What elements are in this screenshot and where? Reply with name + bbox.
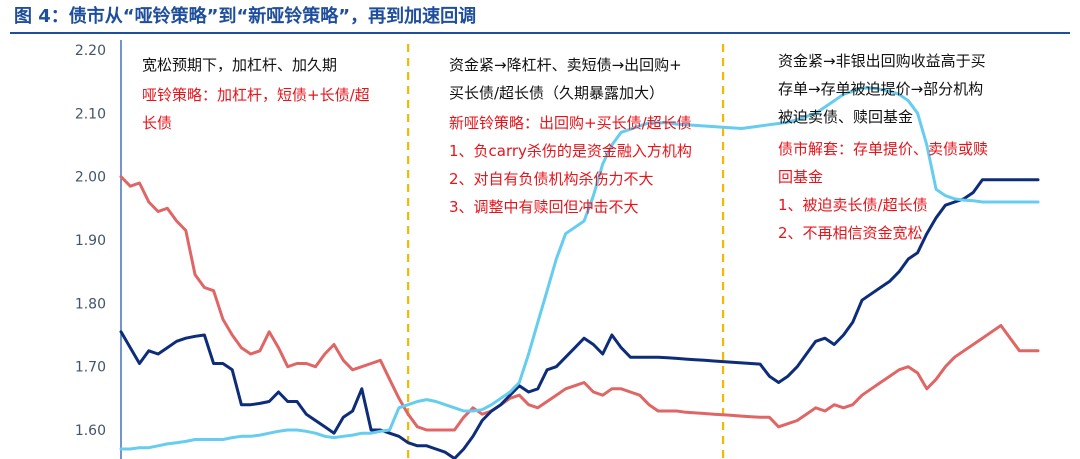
- red-series-line: [119, 175, 1040, 432]
- annotation-line: 存单→存单被迫提价→部分机构: [778, 80, 983, 98]
- annotation-line: 3、调整中有赎回但冲击不大: [449, 198, 639, 216]
- annotation-line: 2、不再相信资金宽松: [778, 224, 923, 242]
- annotation-line: 资金紧→降杠杆、卖短债→出回购+: [449, 56, 682, 74]
- y-tick-label: 1.80: [75, 296, 106, 312]
- y-tick-labels: 2.20 2.10 2.00 1.90 1.80 1.70 1.60: [75, 43, 106, 439]
- annotation-line: 新哑铃策略：出回购+买长债/超长债: [449, 114, 692, 132]
- annotation-line: 买长债/超长债（久期暴露加大）: [449, 84, 664, 102]
- annotation-line: 1、被迫卖长债/超长债: [778, 196, 928, 214]
- annotation-line: 宽松预期下，加杠杆、加久期: [142, 56, 337, 74]
- y-tick-label: 1.70: [75, 360, 106, 376]
- y-tick-label: 2.20: [75, 43, 106, 59]
- y-tick-label: 2.10: [75, 106, 106, 122]
- annotation-line: 回基金: [778, 168, 823, 186]
- annotation-line: 债市解套：存单提价、卖债或赎: [778, 140, 988, 158]
- annotation-line: 2、对自有负债机构杀伤力不大: [449, 170, 654, 188]
- annotation-line: 1、负carry杀伤的是资金融入方机构: [449, 142, 692, 160]
- annotation-line: 长债: [142, 114, 172, 132]
- figure-title: 图 4：债市从“哑铃策略”到“新哑铃策略”，再到加速回调: [14, 6, 477, 27]
- annotation-line: 哑铃策略：加杠杆，短债+长债/超: [142, 86, 370, 104]
- annotation-line: 资金紧→非银出回购收益高于买: [778, 52, 986, 70]
- annotation-line: 被迫卖债、赎回基金: [778, 108, 913, 126]
- title-underline: [10, 32, 1070, 34]
- y-tick-label: 1.90: [75, 233, 106, 249]
- cyan-series-line: [119, 86, 1040, 451]
- y-tick-label: 2.00: [75, 170, 106, 186]
- y-tick-label: 1.60: [75, 423, 106, 439]
- series-lines: [119, 86, 1040, 459]
- period-dividers: [407, 44, 725, 459]
- navy-series-line: [119, 178, 1040, 459]
